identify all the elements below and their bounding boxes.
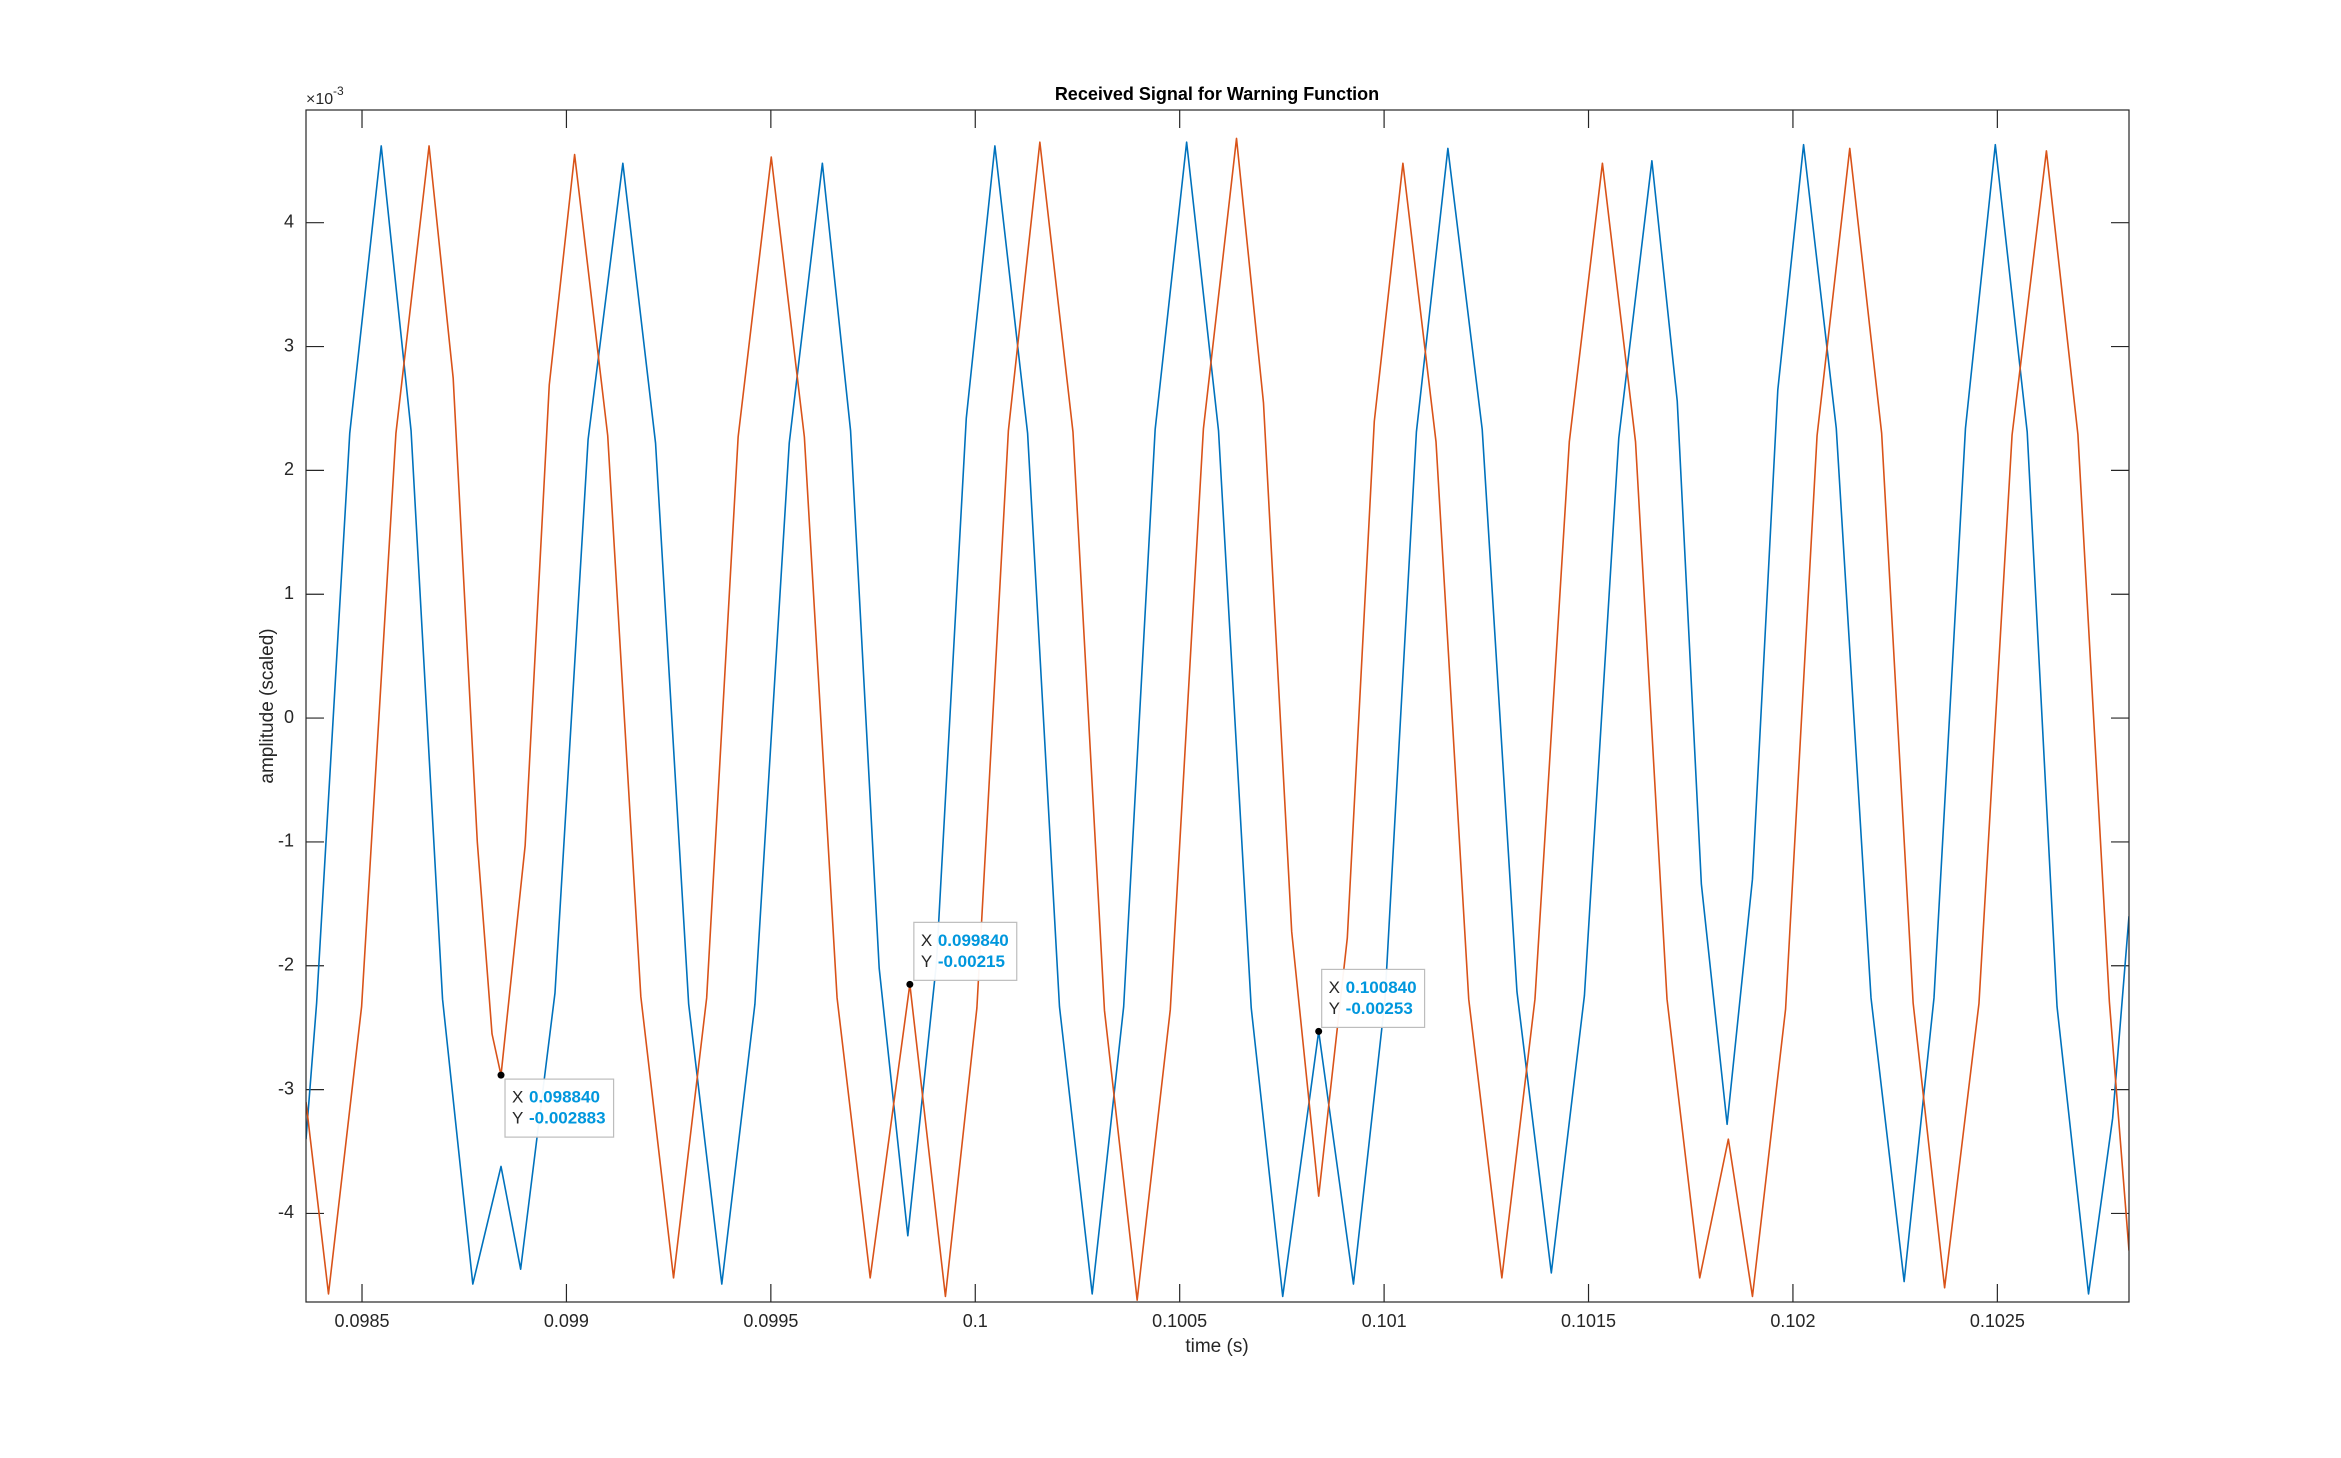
datatip-box	[504, 1078, 615, 1138]
datatip-x-name: X	[921, 931, 932, 950]
datatip-point	[906, 980, 914, 988]
series-lines	[306, 137, 2129, 1301]
x-axis-label: time (s)	[1185, 1336, 1248, 1357]
datatip-x-value: 0.100840	[1346, 978, 1417, 997]
y-tick-label: 2	[284, 459, 294, 479]
series-line	[306, 141, 2129, 1298]
x-tick-label: 0.1015	[1561, 1311, 1616, 1331]
datatip-y-name: Y	[1329, 999, 1340, 1018]
x-tick-label: 0.099	[544, 1311, 589, 1331]
y-tick-label: -4	[278, 1202, 294, 1222]
datatip-box	[913, 921, 1018, 981]
datatip-point	[497, 1071, 505, 1079]
datatip: X 0.098840 Y -0.002883	[497, 1071, 615, 1138]
series-line	[306, 137, 2129, 1301]
datatip-box	[1321, 968, 1426, 1029]
datatip-y-value: -0.00215	[938, 952, 1005, 971]
x-tick-label: 0.1	[963, 1311, 988, 1331]
x-tick-label: 0.0985	[334, 1311, 389, 1331]
y-tick-label: 0	[284, 707, 294, 727]
x-tick-label: 0.101	[1362, 1311, 1407, 1331]
datatip-x-name: X	[512, 1088, 523, 1107]
axes-box	[305, 109, 2130, 1303]
x-tick-label: 0.102	[1770, 1311, 1815, 1331]
datatip-x-value: 0.098840	[529, 1088, 600, 1107]
y-tick-label: 1	[284, 583, 294, 603]
datatip: X 0.099840 Y -0.00215	[906, 921, 1018, 988]
x-tick-label: 0.1005	[1152, 1311, 1207, 1331]
x-tick-label: 0.1025	[1970, 1311, 2025, 1331]
y-tick-label: -2	[278, 955, 294, 975]
y-axis-label: amplitude (scaled)	[257, 628, 278, 783]
x-tick-label: 0.0995	[743, 1311, 798, 1331]
datatip-y-value: -0.002883	[529, 1109, 606, 1128]
datatip-y-name: Y	[512, 1109, 523, 1128]
datatip-x-name: X	[1329, 978, 1340, 997]
y-exponent-base: ×10	[306, 91, 333, 108]
datatip-x-value: 0.099840	[938, 931, 1009, 950]
y-exponent-power: -3	[333, 84, 344, 98]
y-tick-label: -1	[278, 831, 294, 851]
ticks: 0.0985 0.099 0.0995 0.1 0.1005 0.101 0.1015 0.1…	[278, 110, 2129, 1331]
datatip-point	[1315, 1027, 1323, 1035]
datatips: X 0.098840 Y -0.002883 X 0.099840 Y -0.00215 X 0.…	[497, 921, 1426, 1138]
y-tick-label: 3	[284, 335, 294, 355]
datatip-y-value: -0.00253	[1346, 999, 1413, 1018]
chart-title: Received Signal for Warning Function	[1055, 84, 1379, 104]
y-tick-label: -3	[278, 1078, 294, 1098]
datatip: X 0.100840 Y -0.00253	[1315, 968, 1426, 1035]
y-tick-label: 4	[284, 211, 294, 231]
datatip-y-name: Y	[921, 952, 932, 971]
